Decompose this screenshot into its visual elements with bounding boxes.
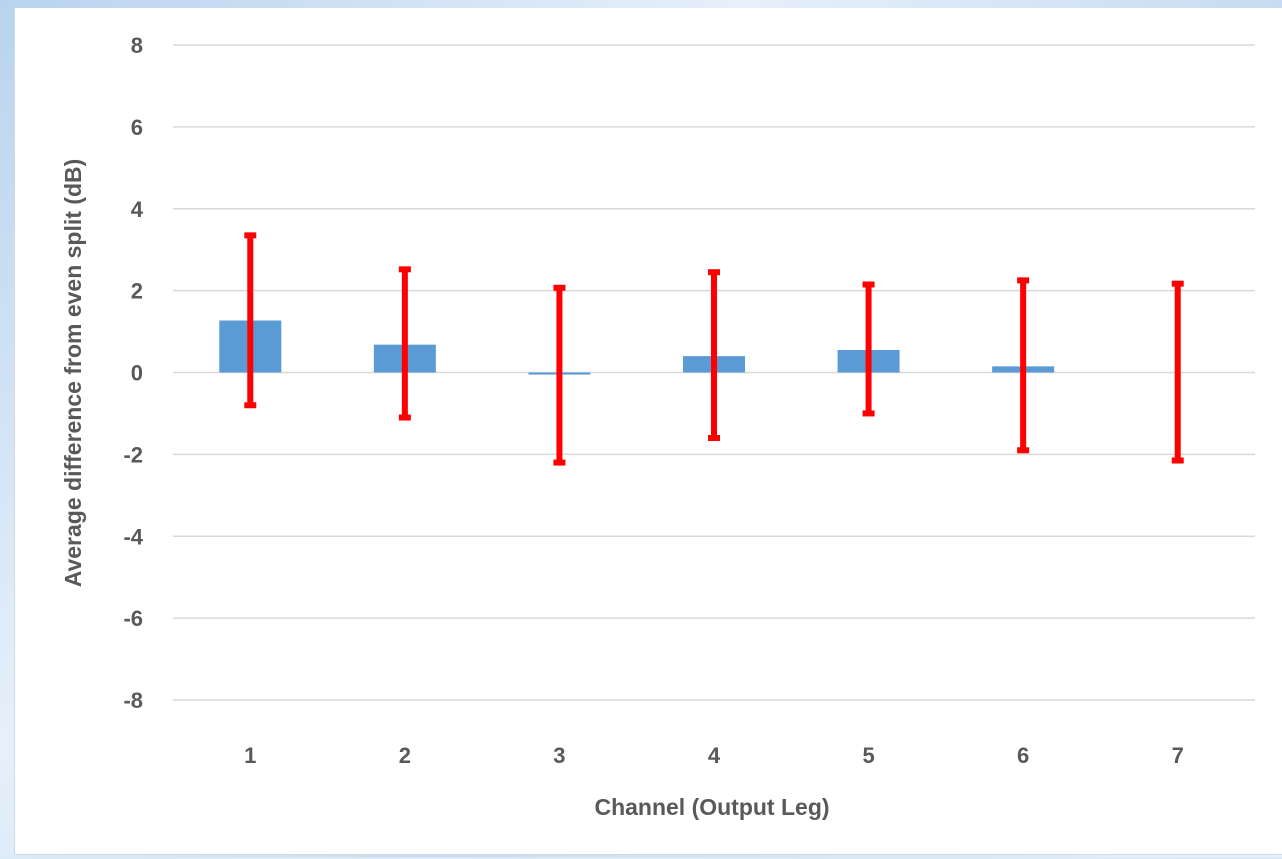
y-tick-label: -6 (123, 606, 143, 631)
x-tick-label: 5 (862, 743, 874, 768)
error-bar-channel-1 (244, 232, 257, 409)
x-tick-label: 6 (1017, 743, 1029, 768)
x-tick-label: 4 (708, 743, 721, 768)
error-bar-channel-3 (553, 284, 566, 466)
x-tick-label: 1 (244, 743, 256, 768)
error-bar-channel-6 (1017, 277, 1030, 454)
chart-panel: -8 -6 -4 -2 0 2 4 6 8 1 2 3 4 5 6 7 Channel (Output Le… (14, 8, 1282, 855)
y-tick-labels: -8 -6 -4 -2 0 2 4 6 8 (123, 33, 143, 713)
x-tick-label: 3 (553, 743, 565, 768)
error-bar-channel-5 (862, 281, 875, 417)
y-tick-label: 2 (131, 279, 143, 304)
bar-chart: -8 -6 -4 -2 0 2 4 6 8 1 2 3 4 5 6 7 Channel (Output Le… (60, 33, 1255, 820)
error-bar-channel-7 (1171, 280, 1184, 464)
y-axis-title: Average difference from even split (dB) (60, 159, 86, 588)
x-tick-label: 2 (399, 743, 411, 768)
y-tick-label: 4 (131, 197, 144, 222)
y-tick-label: -8 (123, 688, 143, 713)
y-tick-label: 6 (131, 115, 143, 140)
x-tick-labels: 1 2 3 4 5 6 7 (244, 743, 1184, 768)
error-bar-channel-2 (398, 266, 411, 421)
y-tick-label: -2 (123, 442, 143, 467)
error-bar-channel-4 (708, 269, 720, 441)
bars (219, 320, 1055, 375)
x-axis-title: Channel (Output Leg) (594, 794, 829, 820)
y-tick-label: 8 (131, 33, 143, 58)
x-tick-label: 7 (1172, 743, 1184, 768)
y-tick-label: -4 (123, 524, 143, 549)
error-bars (244, 232, 1184, 466)
y-tick-label: 0 (131, 361, 143, 386)
